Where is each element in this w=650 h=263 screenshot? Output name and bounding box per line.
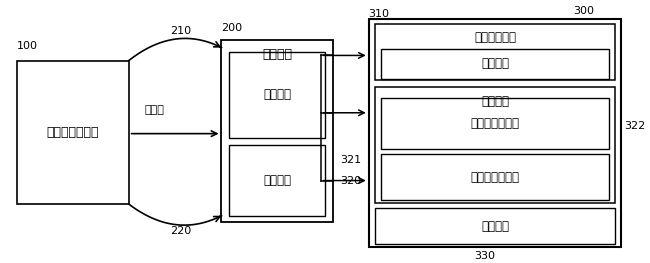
Text: 100: 100 (17, 41, 38, 51)
Text: 移动单元: 移动单元 (481, 220, 509, 232)
Bar (382, 98, 608, 149)
Text: 第一检测子单元: 第一检测子单元 (471, 117, 519, 130)
Text: 321: 321 (340, 155, 361, 165)
Text: 210: 210 (170, 26, 191, 36)
Bar (222, 40, 333, 222)
Bar (229, 52, 325, 138)
Text: 检测单元: 检测单元 (481, 95, 509, 108)
Text: 成像模块: 成像模块 (263, 48, 292, 61)
Bar (375, 209, 615, 244)
Bar (375, 24, 615, 80)
Bar (369, 19, 621, 247)
Text: 310: 310 (369, 9, 389, 19)
Text: 空间光发射装置: 空间光发射装置 (46, 126, 99, 139)
Text: 300: 300 (573, 6, 595, 16)
Bar (382, 49, 608, 79)
Text: 220: 220 (170, 226, 192, 236)
Bar (382, 154, 608, 200)
Text: 322: 322 (625, 121, 646, 131)
Text: 成像单元: 成像单元 (263, 174, 291, 187)
Text: 透镜单元: 透镜单元 (263, 88, 291, 101)
Text: 空间光: 空间光 (145, 105, 164, 115)
Text: 第二检测子单元: 第二检测子单元 (471, 171, 519, 184)
Text: 200: 200 (222, 23, 242, 33)
Bar (375, 87, 615, 203)
Bar (17, 61, 129, 204)
Bar (229, 145, 325, 216)
Text: 320: 320 (340, 175, 361, 186)
Text: 成像调整模块: 成像调整模块 (474, 31, 516, 44)
Text: 转换单元: 转换单元 (481, 57, 509, 70)
Text: 330: 330 (474, 251, 495, 261)
